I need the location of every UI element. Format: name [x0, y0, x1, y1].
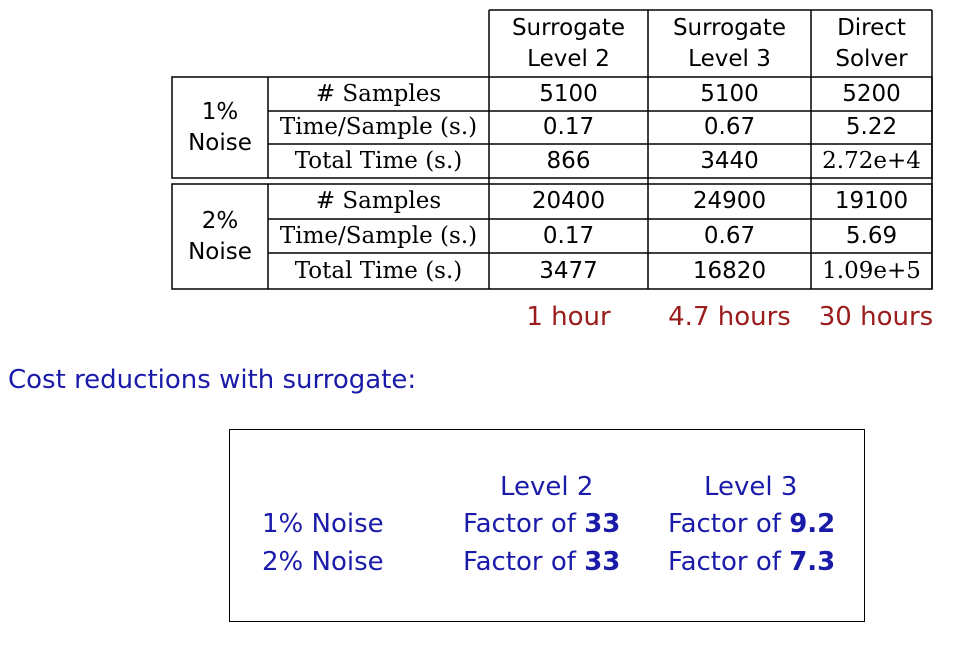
table-cell: 5200	[842, 80, 901, 107]
table-cell: 5100	[539, 80, 598, 107]
factor-prefix: Factor of	[668, 509, 790, 539]
header-line: Surrogate	[511, 14, 626, 41]
header-line: Level 2	[527, 45, 610, 72]
table-cell: 5100	[700, 80, 759, 107]
header-surrogate-level3: Surrogate Level 3	[648, 10, 811, 77]
group-label-line: 2%	[201, 207, 239, 234]
summary-col-level3: Level 3	[704, 472, 798, 502]
duration-direct: 30 hours	[818, 302, 934, 332]
header-direct-solver: Direct Solver	[811, 10, 932, 77]
metric-label: Time/Sample (s.)	[279, 222, 478, 249]
header-line: Level 3	[688, 45, 771, 72]
cost-reduction-box	[229, 429, 865, 622]
factor-value: 33	[584, 547, 621, 577]
table-cell: 3477	[539, 257, 598, 284]
metric-label: Total Time (s.)	[294, 257, 463, 284]
table-cell: 20400	[531, 188, 606, 214]
table-cell: 0.67	[703, 114, 756, 140]
factor-value: 33	[584, 509, 621, 539]
header-line: Solver	[835, 45, 908, 72]
group-label-line: 1%	[201, 98, 239, 125]
metric-label: Time/Sample (s.)	[279, 114, 478, 140]
group-label-line: Noise	[188, 129, 252, 156]
table-cell: 0.17	[542, 222, 595, 249]
duration-level2: 1 hour	[526, 302, 611, 332]
summary-factor-level2: Factor of 33	[463, 549, 620, 575]
group-label-2pct: 2% Noise	[172, 184, 268, 289]
summary-row-label: 2% Noise	[262, 547, 384, 577]
header-line: Surrogate	[672, 14, 787, 41]
cost-reduction-heading: Cost reductions with surrogate:	[8, 365, 417, 395]
table-grid	[171, 9, 933, 290]
table-cell: 16820	[692, 257, 767, 284]
metric-label: # Samples	[315, 188, 442, 214]
factor-value: 7.3	[789, 547, 836, 577]
table-cell: 5.69	[845, 222, 898, 249]
table-cell: 19100	[834, 188, 909, 214]
summary-row-label: 1% Noise	[262, 509, 384, 539]
summary-col-level2: Level 2	[500, 472, 594, 502]
factor-prefix: Factor of	[463, 509, 585, 539]
factor-prefix: Factor of	[668, 547, 790, 577]
factor-value: 9.2	[789, 509, 836, 539]
table-cell: 5.22	[845, 114, 898, 140]
summary-factor-level3: Factor of 9.2	[668, 511, 835, 537]
factor-prefix: Factor of	[463, 547, 585, 577]
table-cell: 0.17	[542, 114, 595, 140]
metric-label: Total Time (s.)	[294, 147, 463, 174]
table-cell: 2.72e+4	[822, 147, 921, 174]
summary-factor-level3: Factor of 7.3	[668, 549, 835, 575]
table-cell: 0.67	[703, 222, 756, 249]
table-cell: 866	[546, 147, 591, 174]
header-line: Direct	[837, 14, 906, 41]
table-cell: 3440	[700, 147, 759, 174]
header-surrogate-level2: Surrogate Level 2	[489, 10, 648, 77]
group-label-1pct: 1% Noise	[172, 77, 268, 178]
table-cell: 24900	[692, 188, 767, 214]
metric-label: # Samples	[315, 80, 442, 107]
duration-level3: 4.7 hours	[668, 302, 791, 332]
summary-factor-level2: Factor of 33	[463, 511, 620, 537]
group-label-line: Noise	[188, 238, 252, 265]
table-cell: 1.09e+5	[822, 257, 921, 284]
